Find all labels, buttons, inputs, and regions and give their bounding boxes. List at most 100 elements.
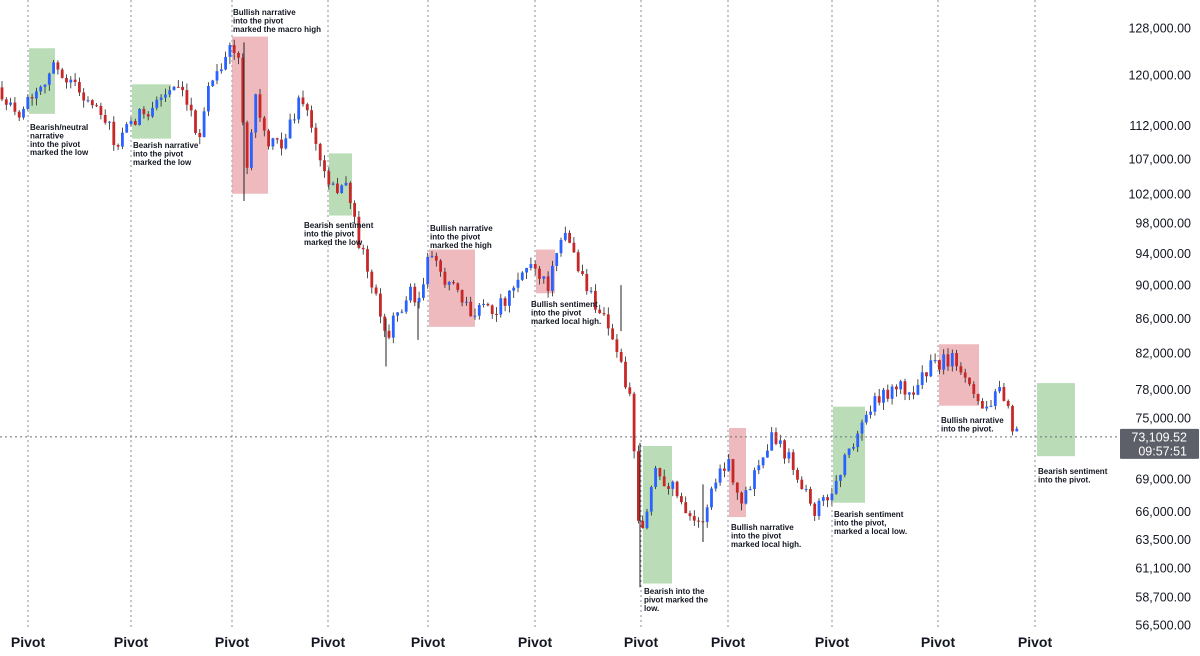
annotation-text: Bearish/neutral narrative into the pivot ma… [30,123,89,157]
up-candle [400,311,404,313]
annotation-text: Bullish narrative into the pivot marked th… [430,224,493,250]
annotation-line: marked local high. [531,317,601,326]
down-candle [667,486,670,489]
up-candle [873,396,877,412]
up-candle [297,97,301,120]
up-candle [787,452,791,459]
down-candle [370,271,374,288]
down-candle [684,502,688,514]
down-candle [813,503,817,516]
down-candle [731,459,735,483]
annotation-line: marked the low [30,148,89,157]
up-candle [654,468,657,487]
annotation-line: low. [644,604,659,613]
down-candle [533,264,537,269]
down-candle [357,216,361,248]
annotation-line: marked the low [133,158,192,167]
up-candle [705,507,709,522]
down-candle [237,52,240,58]
annotations: Bearish/neutral narrative into the pivot ma… [30,8,1108,613]
up-candle [86,100,90,102]
down-candle [443,271,447,285]
up-candle [920,372,924,385]
annotation-text: Bearish narrative into the pivot marked th… [133,141,199,167]
down-candle [90,100,94,106]
down-candle [95,105,98,107]
down-candle [99,105,103,116]
up-candle [172,86,176,91]
down-candle [198,132,202,137]
down-candle [912,392,915,395]
up-candle [164,94,167,98]
annotation-line: narrative [30,131,64,140]
down-candle [176,86,180,88]
up-candle [890,386,894,399]
annotation-line: Bearish sentiment [1038,467,1108,476]
up-candle [551,265,554,291]
up-candle [770,432,774,451]
up-candle [834,480,838,494]
price-tick-label: 69,000.00 [1135,473,1191,487]
down-candle [938,360,941,370]
pivot-label: Pivot [624,634,659,650]
annotation-line: into the pivot. [941,424,993,433]
up-candle [748,489,752,491]
annotation-line: pivot marked the [644,595,709,604]
down-candle [619,351,623,362]
down-candle [460,289,464,303]
up-candle [288,119,292,139]
up-candle [202,111,206,137]
annotation-line: marked the macro high [233,25,321,34]
price-tick-label: 107,000.00 [1128,152,1191,166]
up-candle [430,255,434,257]
down-candle [503,298,507,306]
down-candle [680,496,683,503]
annotation-text: Bearish into the pivot marked the low. [644,587,709,613]
up-candle [852,447,855,449]
up-candle [882,389,885,403]
up-candle [993,391,997,406]
down-candle [886,389,890,399]
down-candle [181,86,184,91]
up-candle [52,62,55,74]
down-candle [194,110,197,133]
up-candle [778,440,782,444]
down-candle [963,372,967,378]
price-tick-label: 78,000.00 [1135,383,1191,397]
price-tick-label: 61,100.00 [1135,561,1191,575]
annotation-text: Bullish narrative into the pivot marked th… [233,8,321,34]
down-candle [280,139,283,149]
up-candle [710,488,713,508]
annotation-line: Bullish narrative [941,416,1004,425]
up-candle [499,298,503,315]
down-candle [1002,387,1006,401]
annotation-text: Bearish sentiment into the pivot. [1038,467,1108,484]
down-candle [13,102,17,112]
up-candle [559,239,563,254]
up-candle [718,468,722,483]
bullish-zone [232,36,268,194]
down-candle [615,339,619,352]
down-candle [387,330,391,338]
annotation-line: Bearish sentiment [834,510,904,519]
up-candle [516,279,520,288]
price-tick-label: 86,000.00 [1135,312,1191,326]
up-candle [254,94,258,133]
down-candle [976,393,980,402]
up-candle [512,287,516,291]
bearish-zone [29,48,55,114]
price-tick-label: 66,000.00 [1135,505,1191,519]
annotation-text: Bearish sentiment into the pivot marked th… [304,221,374,247]
down-candle [267,130,270,147]
up-candle [22,108,25,118]
up-candle [404,300,408,312]
down-candle [877,396,881,403]
annotation-line: into the pivot [133,149,184,158]
price-tick-label: 63,500.00 [1135,533,1191,547]
annotation-line: Bearish sentiment [304,221,374,230]
up-candle [293,119,296,121]
up-candle [714,482,718,489]
up-candle [520,272,524,280]
down-candle [116,145,120,147]
down-candle [133,121,137,125]
